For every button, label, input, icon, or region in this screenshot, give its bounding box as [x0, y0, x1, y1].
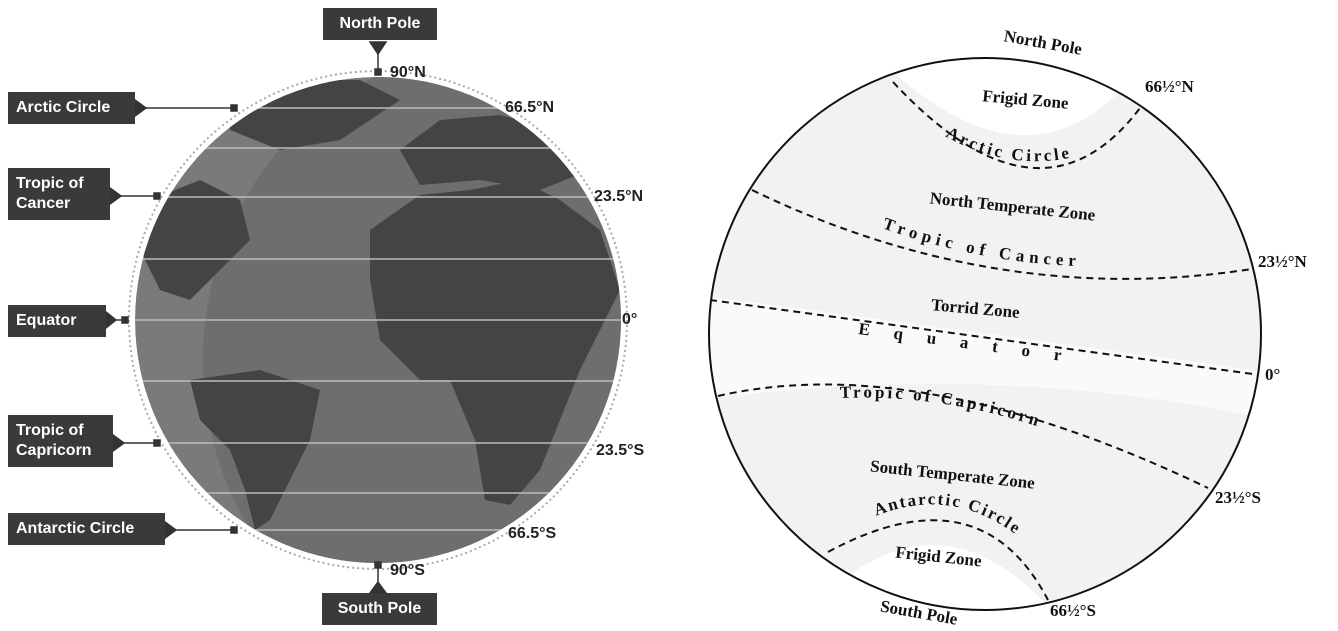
callout: North Pole — [323, 8, 437, 40]
latitude-label: 23½°N — [1258, 252, 1308, 271]
callout: Arctic Circle — [8, 92, 135, 124]
latitude-label: 23½°S — [1215, 488, 1261, 507]
callout: Antarctic Circle — [8, 513, 165, 545]
callout: Equator — [8, 305, 106, 337]
latitude-label: 66½°S — [1050, 601, 1096, 620]
callout-leaders — [105, 41, 388, 594]
callout: Tropic of Capricorn — [8, 415, 113, 467]
callout: Tropic of Cancer — [8, 168, 110, 220]
zone-globe — [709, 58, 1261, 610]
latitude-label: 66.5°S — [508, 525, 557, 542]
pole-label: North Pole — [1002, 26, 1083, 58]
globe — [135, 77, 621, 563]
latitude-label: 66½°N — [1145, 77, 1195, 96]
latitude-label: 23.5°S — [596, 442, 645, 459]
callout: South Pole — [322, 593, 437, 625]
zone-globe-outline — [708, 57, 1262, 611]
latitude-label: 90°N — [390, 64, 426, 81]
latitude-label: 0° — [622, 311, 637, 328]
latitude-label: 0° — [1265, 365, 1280, 384]
latitude-label: 23.5°N — [594, 188, 643, 205]
latitude-label: 66.5°N — [505, 99, 554, 116]
latitude-label: 90°S — [390, 562, 425, 579]
